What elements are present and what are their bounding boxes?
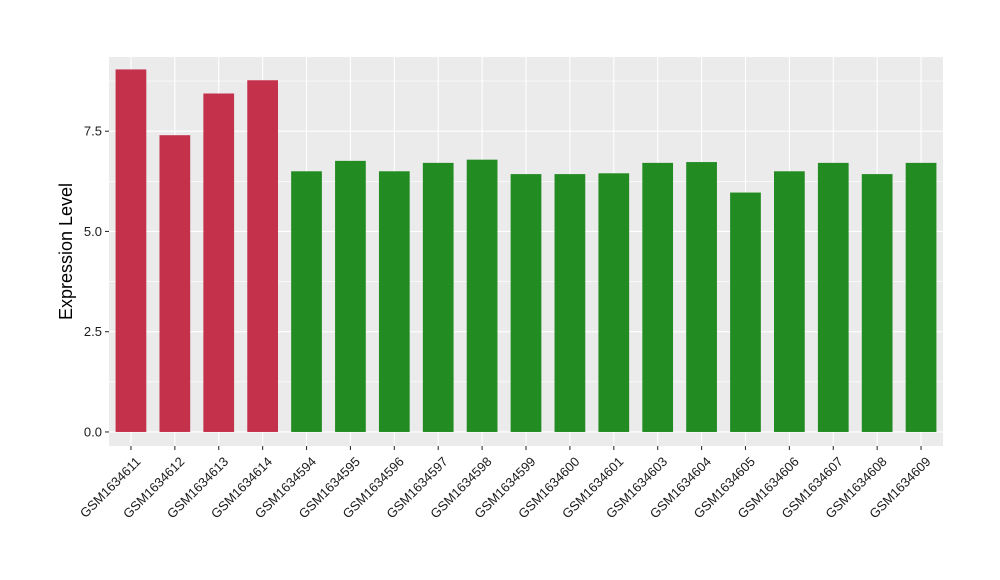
bar-gsm1634608 (861, 174, 893, 432)
bars (115, 69, 937, 432)
bar-gsm1634596 (378, 171, 410, 432)
bar-gsm1634604 (686, 162, 717, 432)
bar-gsm1634601 (598, 173, 630, 432)
bar-gsm1634597 (422, 162, 454, 432)
x-axis: GSM1634611GSM1634612GSM1634613GSM1634614… (77, 446, 934, 521)
bar-gsm1634594 (291, 171, 322, 432)
bar-gsm1634595 (335, 160, 366, 432)
bar-gsm1634607 (817, 162, 849, 432)
y-tick-label: 2.5 (84, 324, 102, 339)
bar-gsm1634612 (159, 135, 191, 432)
y-tick-label: 5.0 (84, 224, 102, 239)
bar-gsm1634605 (730, 192, 761, 432)
bar-gsm1634613 (203, 93, 235, 432)
bar-gsm1634606 (774, 171, 805, 432)
y-tick-label: 7.5 (84, 124, 102, 139)
bar-gsm1634614 (247, 80, 278, 432)
bar-gsm1634609 (905, 162, 937, 432)
bar-gsm1634598 (466, 159, 498, 432)
bar-gsm1634599 (510, 174, 542, 432)
bar-gsm1634600 (554, 174, 586, 432)
y-axis: 0.0 2.5 5.0 7.5 (84, 124, 109, 439)
y-tick-label: 0.0 (84, 424, 102, 439)
bar-gsm1634611 (115, 69, 147, 432)
bar-gsm1634603 (642, 162, 674, 432)
y-axis-title: Expression Level (56, 183, 76, 320)
